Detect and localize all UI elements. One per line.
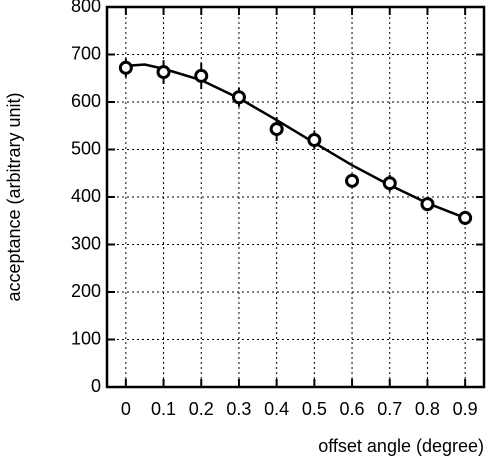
data-point xyxy=(420,197,435,212)
x-tick-label: 0.2 xyxy=(189,399,214,419)
data-point xyxy=(382,176,397,191)
data-point xyxy=(345,173,360,188)
x-tick-label: 0.3 xyxy=(226,399,251,419)
y-tick-label: 0 xyxy=(91,376,101,396)
x-tick-label: 0.8 xyxy=(415,399,440,419)
data-point xyxy=(307,133,322,147)
y-tick-label: 700 xyxy=(71,43,101,63)
x-tick-label: 0 xyxy=(121,399,131,419)
y-tick-label: 800 xyxy=(71,0,101,16)
x-tick-label: 0.7 xyxy=(377,399,402,419)
x-axis-label: offset angle (degree) xyxy=(318,436,484,456)
y-axis-label: acceptance (arbitrary unit) xyxy=(4,92,24,301)
y-tick-label: 300 xyxy=(71,233,101,253)
data-point xyxy=(118,60,133,75)
fit-line xyxy=(125,63,466,220)
y-tick-label: 600 xyxy=(71,91,101,111)
y-tick-label: 400 xyxy=(71,186,101,206)
plot-frame xyxy=(105,5,486,389)
data-point xyxy=(194,68,209,83)
y-tick-label: 500 xyxy=(71,138,101,158)
data-point xyxy=(156,65,171,80)
x-tick-label: 0.1 xyxy=(151,399,176,419)
x-tick-label: 0.5 xyxy=(302,399,327,419)
x-tick-label: 0.6 xyxy=(340,399,365,419)
y-tick-label: 200 xyxy=(71,281,101,301)
data-point xyxy=(231,90,246,105)
data-point xyxy=(458,210,473,225)
data-point xyxy=(269,122,284,137)
x-tick-label: 0.9 xyxy=(453,399,478,419)
x-tick-label: 0.4 xyxy=(264,399,289,419)
y-tick-label: 100 xyxy=(71,328,101,348)
